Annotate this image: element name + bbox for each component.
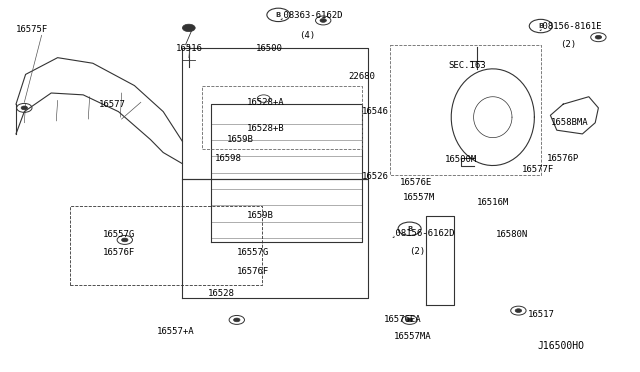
- Text: 1659B: 1659B: [227, 135, 254, 144]
- Text: 16576EA: 16576EA: [384, 315, 422, 324]
- Text: ¸08363-6162D: ¸08363-6162D: [278, 10, 343, 19]
- Text: 16557G: 16557G: [237, 248, 269, 257]
- Text: 16557M: 16557M: [403, 193, 435, 202]
- Text: B: B: [538, 23, 543, 29]
- Circle shape: [122, 238, 128, 242]
- Circle shape: [182, 24, 195, 32]
- Text: 16575F: 16575F: [16, 25, 48, 34]
- Text: 16528+B: 16528+B: [246, 124, 284, 133]
- Text: 16557G: 16557G: [102, 230, 134, 239]
- Text: 1658BMA: 1658BMA: [550, 118, 588, 127]
- Text: (2): (2): [410, 247, 426, 256]
- Circle shape: [21, 106, 28, 110]
- Circle shape: [515, 309, 522, 312]
- Text: 16528: 16528: [208, 289, 235, 298]
- Circle shape: [320, 19, 326, 22]
- Text: 16526: 16526: [362, 172, 388, 181]
- Circle shape: [595, 35, 602, 39]
- Text: B: B: [276, 12, 281, 18]
- Text: 16576F: 16576F: [237, 267, 269, 276]
- Text: 16580N: 16580N: [496, 230, 528, 239]
- Text: 16517: 16517: [528, 310, 555, 319]
- Text: 16516M: 16516M: [477, 198, 509, 207]
- Circle shape: [406, 318, 413, 322]
- Text: ¸08156-8161E: ¸08156-8161E: [538, 22, 602, 31]
- Text: 16576P: 16576P: [547, 154, 579, 163]
- Text: 16557+A: 16557+A: [157, 327, 195, 336]
- Circle shape: [234, 318, 240, 322]
- Text: 16500M: 16500M: [445, 155, 477, 164]
- Text: 16598: 16598: [214, 154, 241, 163]
- Text: 16577F: 16577F: [522, 165, 554, 174]
- Text: 16528+A: 16528+A: [246, 98, 284, 107]
- Text: 16577: 16577: [99, 100, 126, 109]
- Text: J16500HO: J16500HO: [538, 341, 584, 351]
- Text: 16557MA: 16557MA: [394, 332, 431, 341]
- Text: 16516: 16516: [176, 44, 203, 53]
- Text: 16546: 16546: [362, 107, 388, 116]
- Text: 16576E: 16576E: [400, 178, 432, 187]
- Text: (4): (4): [300, 31, 316, 40]
- Text: SEC.163: SEC.163: [448, 61, 486, 70]
- Text: 16500: 16500: [256, 44, 283, 53]
- Text: (2): (2): [560, 40, 576, 49]
- Text: ¸08156-6162D: ¸08156-6162D: [390, 228, 455, 237]
- Text: B: B: [407, 226, 412, 232]
- Text: 16576F: 16576F: [102, 248, 134, 257]
- Text: 1659B: 1659B: [246, 211, 273, 220]
- Text: 22680: 22680: [349, 72, 376, 81]
